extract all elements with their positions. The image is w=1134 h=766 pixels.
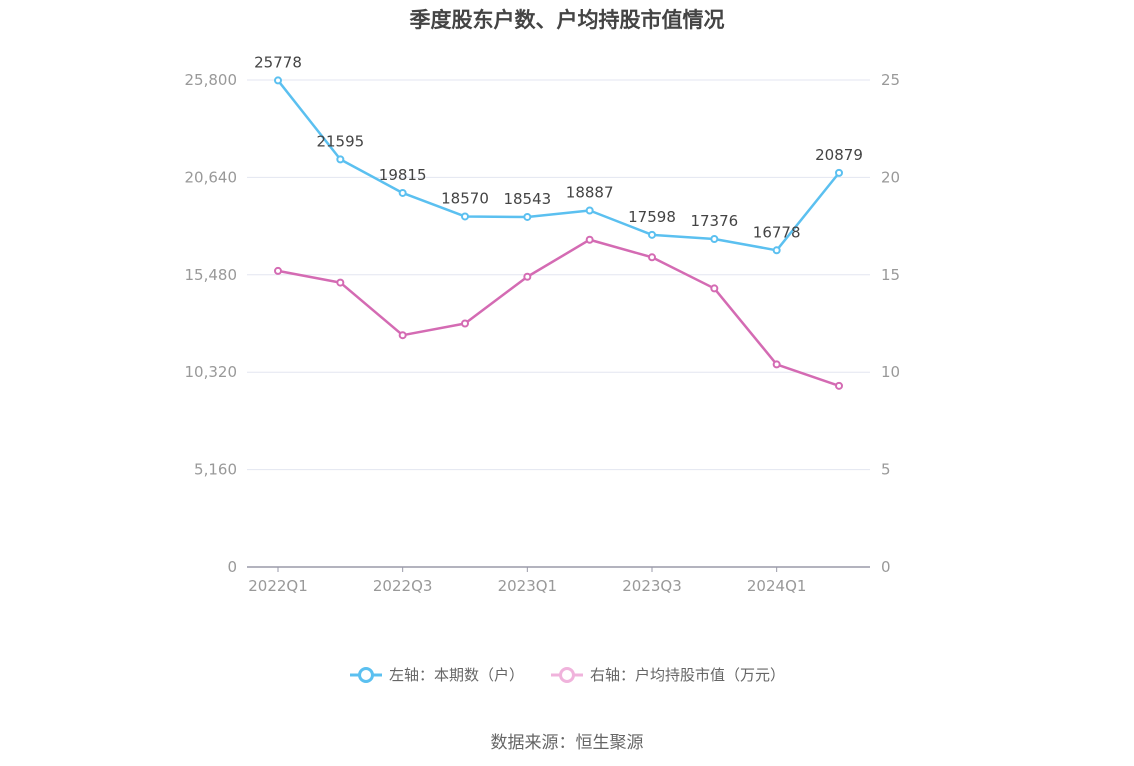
legend: 左轴：本期数（户） 右轴：户均持股市值（万元） xyxy=(0,664,1134,685)
x-tick-label: 2022Q1 xyxy=(248,577,308,595)
avg-value-point xyxy=(710,284,719,293)
holders-point xyxy=(585,206,594,215)
x-tick-label: 2024Q1 xyxy=(747,577,807,595)
legend-item-right[interactable]: 右轴：户均持股市值（万元） xyxy=(550,664,785,685)
data-label: 16778 xyxy=(753,223,801,241)
holders-point xyxy=(648,230,656,239)
legend-label-left: 左轴：本期数（户） xyxy=(388,666,524,684)
left-tick-label: 15,480 xyxy=(185,266,238,284)
holders-point xyxy=(398,188,407,197)
chart-title: 季度股东户数、户均持股市值情况 xyxy=(409,8,725,32)
data-label: 20879 xyxy=(815,146,863,164)
holders-point xyxy=(274,76,282,85)
data-label: 18887 xyxy=(566,183,614,201)
left-axis-ticks: 0 5,160 10,320 15,480 20,640 25,800 xyxy=(185,71,238,576)
legend-line-circle-icon xyxy=(551,666,583,683)
holders-point xyxy=(772,246,781,255)
x-axis: 2022Q1 2022Q3 2023Q1 2023Q3 2024Q1 xyxy=(247,566,870,595)
series-line-holders xyxy=(277,79,840,252)
data-label: 18570 xyxy=(441,189,489,207)
left-tick-label: 5,160 xyxy=(194,461,237,479)
right-tick-label: 25 xyxy=(881,71,900,89)
avg-value-point xyxy=(523,272,532,281)
right-tick-label: 10 xyxy=(881,363,900,381)
holders-point xyxy=(523,212,532,221)
x-tick-label: 2022Q3 xyxy=(373,577,433,595)
right-axis-ticks: 0 5 10 15 20 25 xyxy=(881,71,900,576)
legend-line-circle-icon xyxy=(349,666,382,683)
data-source: 数据来源：恒生聚源 xyxy=(490,733,644,753)
x-tick-label: 2023Q1 xyxy=(498,577,558,595)
data-label: 19815 xyxy=(379,166,427,184)
legend-item-left[interactable]: 左轴：本期数（户） xyxy=(349,664,524,685)
left-tick-label: 25,800 xyxy=(185,71,238,89)
legend-label-right: 右轴：户均持股市值（万元） xyxy=(590,666,786,684)
avg-value-point xyxy=(772,360,781,369)
left-tick-label: 0 xyxy=(227,558,237,576)
holders-point xyxy=(710,235,719,244)
series-line-avg-value xyxy=(277,238,840,388)
data-label: 25778 xyxy=(254,53,302,71)
avg-value-point xyxy=(585,235,594,244)
right-tick-label: 20 xyxy=(881,168,900,186)
right-tick-label: 15 xyxy=(881,266,900,284)
series-layer xyxy=(274,76,843,390)
holders-point xyxy=(835,168,843,177)
data-label: 17598 xyxy=(628,208,676,226)
avg-value-point xyxy=(336,278,345,287)
holders-point xyxy=(461,212,469,221)
data-label: 18543 xyxy=(503,190,551,208)
grid-lines xyxy=(247,79,870,471)
avg-value-point xyxy=(398,331,407,340)
holders-point xyxy=(336,155,345,164)
data-label: 17376 xyxy=(690,212,738,230)
avg-value-point xyxy=(461,319,469,328)
x-tick-label: 2023Q3 xyxy=(622,577,682,595)
data-label: 21595 xyxy=(316,132,364,150)
left-tick-label: 20,640 xyxy=(185,168,238,186)
left-tick-label: 10,320 xyxy=(185,363,238,381)
right-tick-label: 5 xyxy=(881,461,891,479)
data-labels: 25778 21595 19815 18570 18543 18887 17598 17376… xyxy=(254,53,863,241)
avg-value-point xyxy=(835,381,843,390)
avg-value-point xyxy=(274,266,282,275)
right-tick-label: 0 xyxy=(881,558,891,576)
avg-value-point xyxy=(648,253,656,262)
